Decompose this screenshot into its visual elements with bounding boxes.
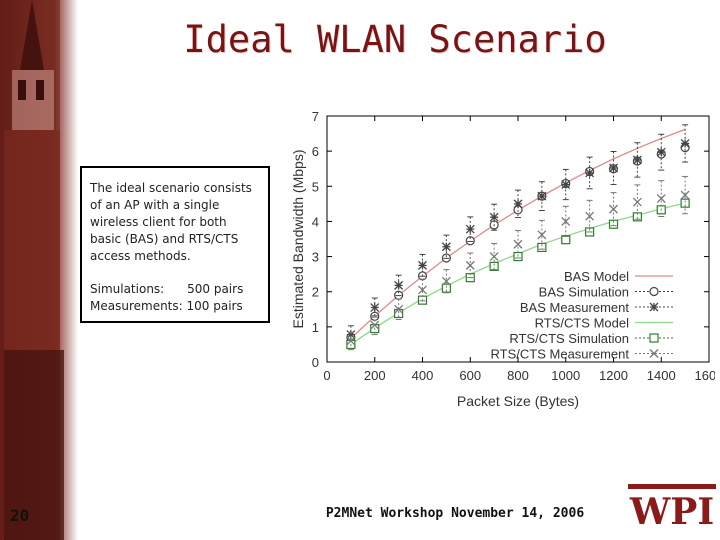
legend-marker bbox=[649, 286, 659, 297]
series-rts-cts-model bbox=[350, 202, 686, 345]
legend-label: BAS Simulation bbox=[539, 285, 629, 300]
data-point bbox=[561, 180, 571, 189]
data-point bbox=[609, 204, 618, 214]
y-tick-label: 3 bbox=[312, 250, 319, 265]
y-axis-label: Estimated Bandwidth (Mbps) bbox=[290, 150, 306, 329]
y-tick-label: 6 bbox=[312, 144, 319, 159]
measurements-value: 100 pairs bbox=[186, 299, 243, 313]
data-point bbox=[513, 199, 523, 209]
data-point bbox=[489, 212, 499, 222]
legend-label: BAS Measurement bbox=[520, 300, 629, 315]
data-point bbox=[632, 212, 642, 222]
svg-text:WPI: WPI bbox=[629, 491, 714, 532]
data-point bbox=[632, 197, 642, 207]
y-tick-label: 0 bbox=[312, 355, 319, 370]
data-point bbox=[394, 304, 404, 314]
data-point bbox=[346, 330, 356, 340]
measurements-label: Measurements: bbox=[90, 299, 183, 313]
x-tick-label: 800 bbox=[507, 368, 529, 383]
y-tick-label: 4 bbox=[312, 214, 319, 229]
simulations-label: Simulations: bbox=[90, 282, 165, 296]
data-point bbox=[656, 194, 666, 204]
data-point bbox=[585, 168, 595, 178]
data-point bbox=[489, 261, 499, 272]
wpi-logo: WPI bbox=[628, 484, 716, 532]
data-point bbox=[418, 260, 427, 270]
data-point bbox=[537, 242, 547, 253]
data-point bbox=[465, 236, 475, 246]
y-tick-label: 1 bbox=[312, 320, 319, 335]
x-tick-label: 200 bbox=[364, 368, 386, 383]
y-tick-label: 2 bbox=[312, 285, 319, 300]
data-point bbox=[489, 252, 499, 262]
legend-label: RTS/CTS Measurement bbox=[491, 347, 630, 362]
series-rts-cts-simulation bbox=[346, 198, 690, 350]
data-point bbox=[680, 138, 690, 148]
data-point bbox=[656, 147, 666, 157]
legend-label: BAS Model bbox=[564, 269, 629, 284]
x-tick-label: 1200 bbox=[599, 368, 628, 383]
data-point bbox=[394, 280, 404, 290]
y-tick-label: 7 bbox=[312, 109, 319, 124]
data-point bbox=[465, 224, 475, 234]
data-point bbox=[537, 230, 547, 240]
data-point bbox=[680, 198, 690, 208]
legend-marker bbox=[649, 302, 659, 312]
measurements-line: Measurements: 100 pairs bbox=[90, 298, 260, 315]
data-point bbox=[632, 155, 642, 165]
legend-label: RTS/CTS Simulation bbox=[509, 331, 629, 346]
data-point bbox=[418, 285, 427, 295]
footer-text: P2MNet Workshop November 14, 2006 bbox=[325, 506, 585, 521]
data-point bbox=[441, 283, 451, 293]
legend-marker bbox=[649, 349, 659, 358]
legend-marker bbox=[649, 333, 659, 343]
x-tick-label: 1400 bbox=[647, 368, 676, 383]
simulations-line: Simulations: 500 pairs bbox=[90, 281, 260, 298]
slide-number: 20 bbox=[10, 506, 30, 525]
data-point bbox=[465, 260, 475, 270]
x-tick-label: 0 bbox=[323, 368, 330, 383]
series-rts-cts-measurement bbox=[346, 175, 690, 351]
series-bas-measurement bbox=[346, 124, 690, 344]
data-point bbox=[608, 219, 619, 229]
data-point bbox=[513, 239, 523, 249]
x-tick-label: 400 bbox=[412, 368, 434, 383]
x-axis-label: Packet Size (Bytes) bbox=[457, 393, 579, 409]
description-paragraph: The ideal scenario consists of an AP wit… bbox=[90, 181, 252, 263]
campus-photo-strip bbox=[0, 0, 78, 540]
x-tick-label: 1000 bbox=[551, 368, 580, 383]
data-point bbox=[609, 163, 618, 173]
data-point bbox=[537, 191, 547, 201]
series-line bbox=[350, 202, 686, 345]
description-box: The ideal scenario consists of an AP wit… bbox=[80, 166, 270, 323]
data-point bbox=[441, 242, 451, 252]
data-point bbox=[370, 303, 380, 312]
data-point bbox=[585, 211, 595, 221]
y-tick-label: 5 bbox=[312, 179, 319, 194]
data-point bbox=[561, 216, 571, 226]
legend-label: RTS/CTS Model bbox=[535, 316, 630, 331]
data-point bbox=[370, 320, 380, 330]
slide-title: Ideal WLAN Scenario bbox=[183, 18, 607, 61]
simulations-value: 500 pairs bbox=[187, 282, 244, 296]
data-point bbox=[346, 336, 356, 346]
data-point bbox=[680, 190, 690, 200]
data-point bbox=[441, 276, 451, 286]
data-point bbox=[513, 251, 523, 262]
x-tick-label: 600 bbox=[459, 368, 481, 383]
